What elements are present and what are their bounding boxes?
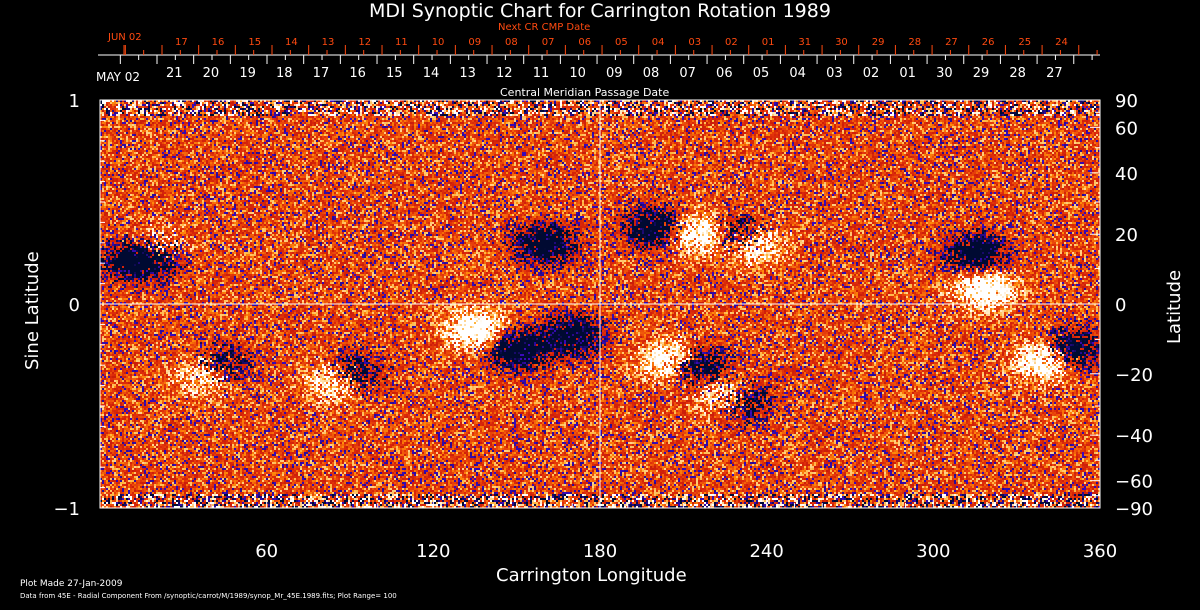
next-cmp-date: 11 — [395, 37, 408, 48]
y-left-tick-label: 1 — [69, 91, 80, 112]
next-cmp-date: 15 — [248, 37, 262, 48]
next-cmp-date: 07 — [541, 37, 555, 48]
next-cmp-date: 28 — [908, 37, 922, 48]
next-cmp-label: Next CR CMP Date — [498, 22, 591, 33]
next-cmp-date: 27 — [945, 37, 958, 48]
next-cmp-date: 13 — [321, 37, 335, 48]
y-right-tick-label: 90 — [1115, 91, 1138, 112]
y-right-tick-label: −90 — [1115, 499, 1153, 520]
cmp-date: 09 — [606, 66, 623, 81]
cmp-date: 19 — [239, 66, 256, 81]
cmp-date: 15 — [386, 66, 403, 81]
next-cmp-date: 10 — [431, 37, 445, 48]
next-cmp-date: 17 — [175, 37, 188, 48]
cmp-axis-label: Central Meridian Passage Date — [500, 86, 670, 99]
next-cmp-date: 25 — [1018, 37, 1032, 48]
y-right-tick-label: −20 — [1115, 365, 1153, 386]
cmp-date: 21 — [166, 66, 183, 81]
plot-made: Plot Made 27-Jan-2009 — [20, 579, 123, 589]
next-cmp-date: 12 — [358, 37, 372, 48]
cmp-date: 20 — [202, 66, 220, 81]
cmp-date: 28 — [1009, 66, 1026, 81]
y-left-tick-label: 0 — [69, 295, 80, 316]
x-tick-label: 240 — [749, 541, 783, 562]
x-axis-label: Carrington Longitude — [496, 565, 687, 586]
cmp-date: 05 — [752, 66, 770, 81]
x-tick-label: 60 — [255, 541, 278, 562]
next-cmp-date: 14 — [285, 37, 298, 48]
cmp-date: 18 — [276, 66, 293, 81]
next-cmp-date: 29 — [871, 37, 885, 48]
cmp-date: 17 — [312, 66, 330, 81]
next-cmp-date: 24 — [1055, 37, 1068, 48]
next-cmp-date: 05 — [615, 37, 628, 48]
y-axis-label-left: Sine Latitude — [22, 251, 43, 370]
next-cmp-date: 02 — [725, 37, 738, 48]
chart-title: MDI Synoptic Chart for Carrington Rotati… — [369, 0, 831, 22]
next-cmp-date: 30 — [835, 37, 848, 48]
cmp-date: 10 — [569, 66, 586, 81]
y-left-tick-label: −1 — [53, 499, 80, 520]
y-right-tick-label: 0 — [1115, 295, 1126, 316]
next-cmp-date: 04 — [651, 37, 665, 48]
cmp-start-date: MAY 02 — [96, 70, 141, 84]
next-cmp-date: 06 — [578, 37, 592, 48]
cmp-date: 07 — [679, 66, 696, 81]
y-axis-label-right: Latitude — [1164, 269, 1185, 344]
y-right-tick-label: −60 — [1115, 472, 1153, 493]
cmp-date: 03 — [826, 66, 843, 81]
next-cmp-date: 03 — [688, 37, 702, 48]
next-cmp-date: 26 — [981, 37, 995, 48]
cmp-date: 29 — [972, 66, 990, 81]
x-tick-label: 300 — [916, 541, 950, 562]
next-cmp-date: 08 — [505, 37, 518, 48]
cmp-date: 01 — [899, 66, 916, 81]
x-tick-label: 360 — [1083, 541, 1117, 562]
cmp-date: 13 — [459, 66, 476, 81]
cmp-date: 30 — [936, 66, 953, 81]
y-right-tick-label: 60 — [1115, 118, 1138, 139]
cmp-date: 02 — [862, 66, 880, 81]
x-tick-label: 120 — [416, 541, 450, 562]
next-cmp-date: 09 — [468, 37, 482, 48]
cmp-date: 27 — [1046, 66, 1063, 81]
x-tick-label: 180 — [583, 541, 617, 562]
next-cmp-date: 01 — [761, 37, 775, 48]
y-right-tick-label: −40 — [1115, 426, 1153, 447]
y-right-tick-label: 40 — [1115, 164, 1138, 185]
cmp-date: 04 — [789, 66, 806, 81]
cmp-date: 08 — [642, 66, 660, 81]
cmp-date: 11 — [532, 66, 550, 81]
y-right-tick-label: 20 — [1115, 225, 1138, 246]
cmp-date: 06 — [716, 66, 733, 81]
next-start-date: JUN 02 — [108, 32, 142, 43]
cmp-date: 16 — [349, 66, 366, 81]
cmp-date: 14 — [422, 66, 440, 81]
cmp-date: 12 — [496, 66, 513, 81]
next-cmp-date: 31 — [798, 37, 812, 48]
next-cmp-date: 16 — [211, 37, 225, 48]
data-source: Data from 45E - Radial Component From /s… — [20, 592, 397, 600]
